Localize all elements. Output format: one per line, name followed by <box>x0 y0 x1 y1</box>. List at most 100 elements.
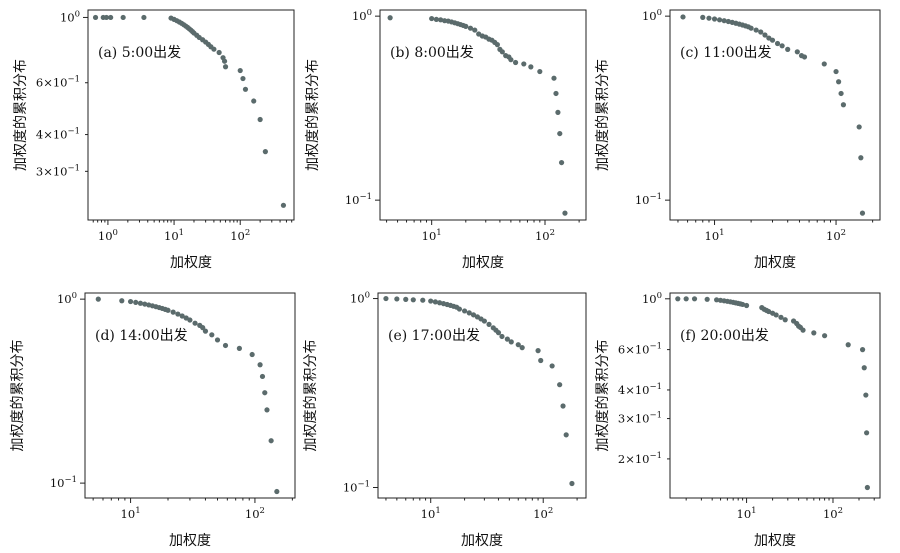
data-point <box>845 342 851 348</box>
y-tick-label: 100 <box>352 8 372 23</box>
data-point <box>383 295 389 302</box>
data-point <box>433 16 439 23</box>
data-point <box>766 308 772 315</box>
plot-frame <box>377 292 587 499</box>
x-tick-label: 102 <box>245 506 265 521</box>
data-point <box>103 14 110 21</box>
data-point <box>512 59 519 66</box>
plot-frame <box>87 9 295 221</box>
y-axis-label: 加权度的累积分布 <box>595 59 611 171</box>
data-point <box>748 25 754 31</box>
data-point <box>549 363 555 369</box>
data-point <box>833 68 839 75</box>
panel-annotation: (e) 17:00出发 <box>388 328 480 344</box>
data-point <box>119 298 125 304</box>
x-tick-label: 101 <box>421 506 441 521</box>
data-point <box>179 313 185 319</box>
data-point <box>387 15 393 21</box>
data-point <box>563 432 569 438</box>
y-tick-label: 4×10−1 <box>36 127 80 142</box>
data-point <box>859 210 866 216</box>
data-point <box>538 357 544 364</box>
y-axis-label: 加权度的累积分布 <box>305 59 321 171</box>
x-tick-label: 101 <box>164 228 184 243</box>
data-point <box>133 299 139 306</box>
data-point <box>721 18 727 24</box>
data-point <box>432 299 438 305</box>
data-point <box>675 296 681 302</box>
x-axis-label: 加权度 <box>462 255 504 271</box>
data-point <box>222 342 229 349</box>
data-point <box>221 58 228 64</box>
y-tick-label: 100 <box>57 291 77 306</box>
data-point <box>141 14 147 21</box>
data-point <box>461 308 468 314</box>
data-point <box>467 25 474 31</box>
data-point <box>704 296 710 302</box>
data-point <box>859 347 866 353</box>
y-tick-label: 2×10−1 <box>618 451 662 466</box>
data-point <box>725 18 731 25</box>
data-point <box>262 390 268 396</box>
data-point <box>762 32 768 38</box>
plot-frame <box>669 9 881 221</box>
data-point <box>242 86 249 92</box>
y-tick-label: 4×10−1 <box>618 382 662 397</box>
x-axis-label: 加权度 <box>754 255 796 271</box>
x-tick-label: 101 <box>705 228 725 243</box>
data-point <box>861 365 867 371</box>
plot-frame <box>669 292 881 499</box>
x-tick-label: 101 <box>737 506 757 521</box>
chart-panel-a: 100 101 102 100 6×10−1 4×10−1 3×10−1 (a) 5:00出发… <box>13 9 295 271</box>
data-point <box>410 297 416 303</box>
data-point <box>555 109 561 115</box>
data-point <box>495 330 502 336</box>
y-tick-label: 100 <box>350 291 370 306</box>
data-point <box>175 311 181 317</box>
data-point <box>515 342 521 348</box>
data-point <box>553 90 559 97</box>
x-tick-label: 102 <box>230 228 250 243</box>
data-point <box>428 298 434 304</box>
x-tick-label: 101 <box>121 506 141 521</box>
panel-annotation: (f) 20:00出发 <box>680 328 769 344</box>
data-point <box>838 90 844 97</box>
y-axis-label: 加权度的累积分布 <box>13 59 29 171</box>
data-point <box>249 351 255 358</box>
data-point <box>863 392 869 398</box>
data-point <box>214 337 221 343</box>
y-tick-label: 6×10−1 <box>36 75 80 90</box>
data-point <box>716 17 723 23</box>
data-point <box>691 296 698 302</box>
panel-annotation: (a) 5:00出发 <box>98 45 181 61</box>
data-point <box>470 312 477 318</box>
data-point <box>240 75 246 82</box>
data-point <box>494 42 500 48</box>
data-point <box>499 333 505 340</box>
data-point <box>508 57 514 63</box>
data-point <box>456 306 463 312</box>
y-axis-label: 加权度的累积分布 <box>303 340 319 452</box>
data-point <box>437 300 443 306</box>
y-tick-label: 6×10−1 <box>618 342 662 357</box>
data-point <box>864 430 870 436</box>
data-point <box>127 298 134 305</box>
x-axis-label: 加权度 <box>170 255 212 271</box>
data-point <box>499 49 505 55</box>
data-point <box>519 345 525 351</box>
data-point <box>211 46 217 52</box>
y-tick-label: 10−1 <box>635 192 662 207</box>
data-point <box>438 17 444 23</box>
data-point <box>236 345 242 351</box>
x-axis-label: 加权度 <box>461 533 503 549</box>
data-point <box>811 330 817 336</box>
data-point <box>562 210 568 216</box>
data-point <box>856 124 862 130</box>
data-point <box>700 14 706 20</box>
panel-annotation: (b) 8:00出发 <box>390 45 474 61</box>
